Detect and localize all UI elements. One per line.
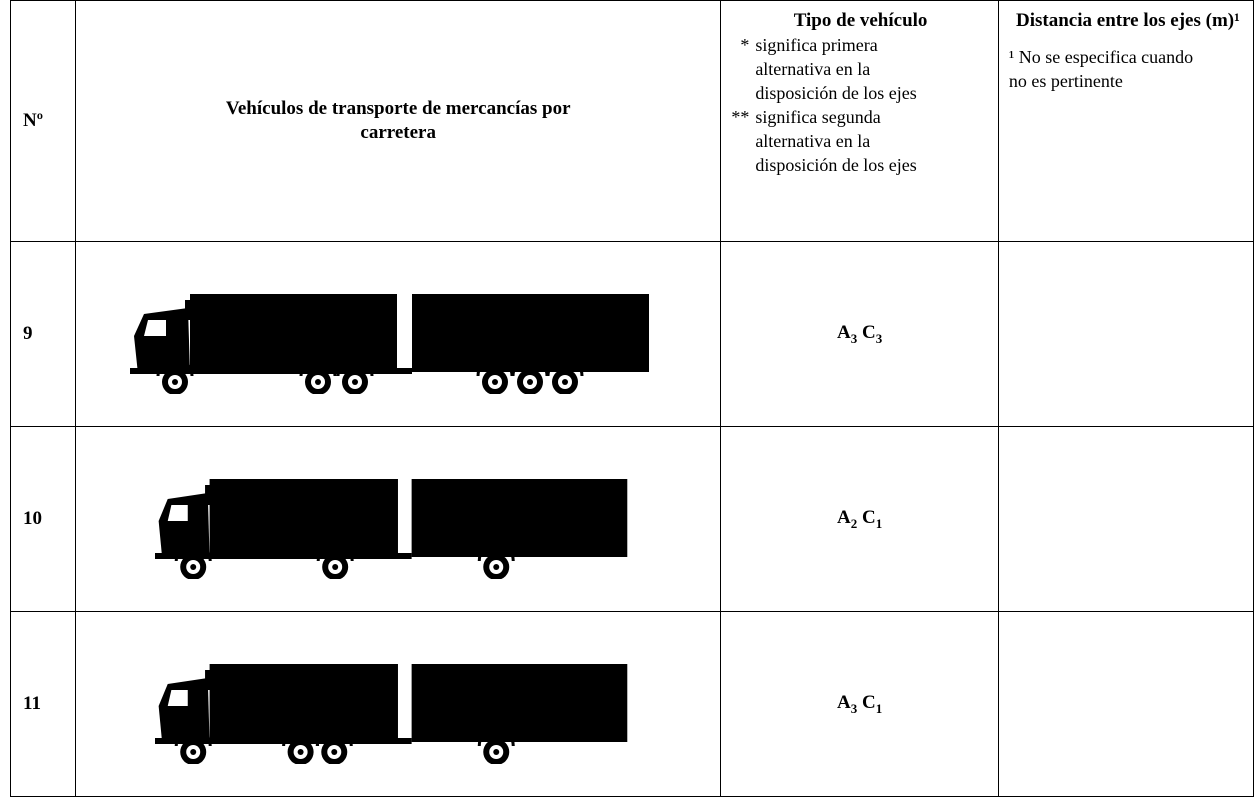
note-marker: *: [740, 35, 750, 55]
row-number: 9: [9, 241, 77, 427]
cargo-box: [209, 664, 399, 740]
distance-note: ¹ No se especifica cuando no es pertinen…: [1008, 47, 1194, 91]
type-note: ** significa segunda alternativa en la di…: [729, 105, 992, 177]
reefer: [205, 485, 213, 505]
header-row: Nº Vehículos de transporte de mercancías…: [9, 0, 1254, 242]
type-sub: 2: [850, 515, 858, 531]
type-cell: A3 C1: [720, 611, 999, 797]
truck-body: [130, 294, 650, 374]
vehicle-row: 10 A2 C1: [9, 426, 1254, 612]
type-letter: A: [836, 506, 851, 528]
vehicles-header: Vehículos de transporte de mercancías po…: [225, 98, 571, 143]
vehicle-cell: [75, 426, 722, 612]
type-sub: 1: [875, 515, 883, 531]
type-notes: * significa primera alternativa en la dis…: [729, 33, 992, 177]
type-letter: C: [861, 691, 876, 713]
distance-cell: [997, 611, 1254, 797]
windshield: [144, 320, 167, 336]
windshield: [167, 505, 188, 521]
distance-title: Distancia entre los ejes (m)¹: [1016, 10, 1240, 31]
cargo-box: [209, 479, 399, 555]
distance-header-cell: Distancia entre los ejes (m)¹ ¹ No se es…: [997, 0, 1254, 242]
trailer: [411, 479, 628, 557]
vehicles-header-cell: Vehículos de transporte de mercancías po…: [75, 0, 722, 242]
note-text: significa primera alternativa en la disp…: [755, 35, 917, 103]
type-letter: A: [836, 691, 851, 713]
type-sub: 3: [875, 330, 883, 346]
trailer: [411, 664, 628, 742]
type-cell: A3 C3: [720, 241, 999, 427]
type-letter: C: [861, 321, 876, 343]
note-text: significa segunda alternativa en la disp…: [755, 107, 917, 175]
type-letter: C: [861, 506, 876, 528]
type-letter: A: [836, 321, 851, 343]
type-note: * significa primera alternativa en la dis…: [729, 33, 992, 105]
row-number: 10: [9, 426, 77, 612]
cargo-box: [190, 294, 398, 370]
distance-cell: [997, 426, 1254, 612]
cab: [158, 493, 210, 559]
row-number: 11: [9, 611, 77, 797]
truck-icon: [155, 664, 628, 764]
vehicle-row: 9 A3 C3: [9, 241, 1254, 427]
note-marker: **: [731, 107, 750, 127]
chassis: [130, 368, 413, 374]
vehicle-cell: [75, 241, 722, 427]
truck-icon: [130, 294, 650, 394]
distance-cell: [997, 241, 1254, 427]
truck-body: [155, 479, 628, 559]
type-sub: 3: [850, 700, 858, 716]
cab: [158, 678, 210, 744]
type-sub: 3: [850, 330, 858, 346]
vehicle-cell: [75, 611, 722, 797]
type-header-cell: Tipo de vehículo * significa primera alte…: [720, 0, 999, 242]
reefer: [185, 300, 194, 320]
windshield: [167, 690, 188, 706]
truck-icon: [155, 479, 628, 579]
reefer: [205, 670, 213, 690]
chassis: [155, 553, 412, 559]
number-header: Nº: [9, 0, 77, 242]
truck-body: [155, 664, 628, 744]
type-cell: A2 C1: [720, 426, 999, 612]
type-sub: 1: [875, 700, 883, 716]
vehicle-table: Nº Vehículos de transporte de mercancías…: [9, 0, 1254, 797]
type-title: Tipo de vehículo: [793, 10, 928, 31]
vehicle-row: 11 A3 C1: [9, 611, 1254, 797]
